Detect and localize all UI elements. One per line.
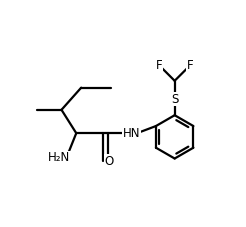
Text: O: O [105, 155, 114, 168]
Text: HN: HN [123, 127, 140, 140]
Text: H₂N: H₂N [48, 151, 70, 164]
Text: F: F [187, 59, 193, 72]
Text: S: S [171, 93, 178, 106]
Text: F: F [156, 59, 163, 72]
